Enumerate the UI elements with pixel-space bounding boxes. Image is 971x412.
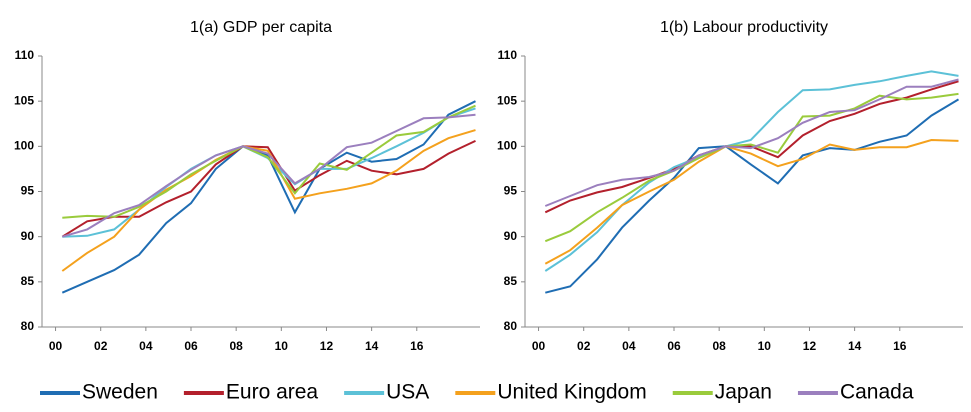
x-tick-label: 14: [365, 339, 379, 353]
series-line: [544, 78, 959, 207]
x-tick-label: 12: [320, 339, 334, 353]
legend-item: Canada: [797, 381, 914, 404]
x-tick-label: 12: [803, 339, 817, 353]
series-line: [544, 138, 959, 265]
legend-item: Sweden: [40, 381, 158, 404]
legend-label: United Kingdom: [497, 381, 646, 404]
series-line: [62, 113, 476, 238]
legend-item: USA: [344, 381, 429, 404]
y-tick-label: 100: [14, 139, 34, 153]
chart-title: 1(b) Labour productivity: [660, 19, 828, 36]
legend-item: Euro area: [183, 381, 319, 404]
x-tick-label: 08: [229, 339, 243, 353]
series-line: [62, 104, 476, 219]
y-tick-label: 110: [15, 48, 35, 62]
x-tick-label: 10: [275, 339, 289, 353]
y-tick-label: 85: [504, 274, 518, 288]
x-tick-label: 10: [758, 339, 772, 353]
y-tick-label: 90: [21, 229, 35, 243]
x-tick-label: 06: [184, 339, 198, 353]
legend-label: Euro area: [226, 381, 319, 404]
x-tick-label: 02: [577, 339, 591, 353]
series-line: [544, 70, 959, 272]
y-tick-label: 95: [504, 184, 518, 198]
series-line: [61, 100, 476, 294]
x-tick-label: 06: [667, 339, 681, 353]
series-line: [545, 98, 960, 294]
x-tick-label: 04: [622, 339, 636, 353]
legend-label: USA: [386, 381, 429, 404]
x-tick-label: 04: [139, 339, 153, 353]
x-tick-label: 16: [410, 339, 424, 353]
y-tick-label: 110: [498, 48, 518, 62]
x-tick-label: 16: [893, 339, 907, 353]
y-tick-label: 80: [21, 319, 35, 333]
y-tick-label: 100: [497, 139, 517, 153]
legend-label: Canada: [840, 381, 914, 404]
x-tick-label: 02: [94, 339, 108, 353]
x-tick-label: 14: [848, 339, 862, 353]
y-tick-label: 105: [14, 93, 34, 107]
series-line: [61, 129, 476, 272]
legend-item: United Kingdom: [455, 381, 647, 404]
x-tick-label: 08: [712, 339, 726, 353]
x-tick-label: 00: [49, 339, 63, 353]
y-tick-label: 105: [497, 93, 517, 107]
y-tick-label: 80: [504, 319, 518, 333]
legend-item: Japan: [672, 381, 772, 404]
y-tick-label: 90: [504, 229, 518, 243]
legend-label: Sweden: [82, 381, 158, 404]
legend-label: Japan: [715, 381, 772, 404]
y-tick-label: 95: [21, 184, 35, 198]
chart-title: 1(a) GDP per capita: [190, 19, 332, 36]
y-tick-label: 85: [21, 274, 35, 288]
series-line: [544, 92, 959, 243]
x-tick-label: 00: [532, 339, 546, 353]
series-line: [544, 80, 959, 214]
